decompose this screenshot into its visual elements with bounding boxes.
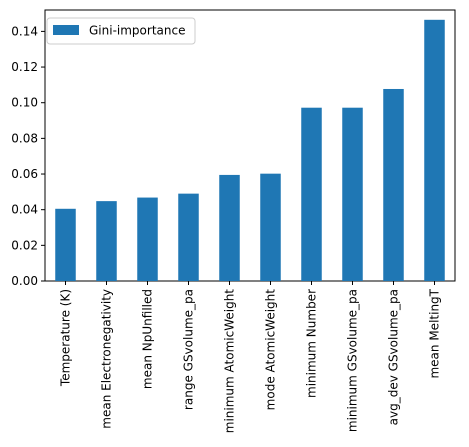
legend: Gini-importance [46, 17, 196, 45]
bar [178, 193, 199, 281]
y-tick-label: 0.06 [11, 167, 38, 181]
y-tick-label: 0.12 [11, 60, 38, 74]
x-tick-label: mean NpUnfilled [141, 289, 155, 389]
x-tick-label: minimum Number [305, 289, 319, 398]
bar [424, 19, 445, 282]
bar [137, 197, 158, 281]
y-tick-label: 0.00 [11, 274, 38, 288]
x-tick-label: mode AtomicWeight [264, 289, 278, 411]
bar [301, 107, 322, 281]
bar [260, 173, 281, 281]
legend-swatch [53, 25, 79, 35]
bar [96, 201, 117, 281]
bar [219, 174, 240, 281]
x-tick-label: mean Electronegativity [100, 289, 114, 429]
y-axis: 0.00 0.02 0.04 0.06 0.08 0.10 0.12 0.14 [11, 24, 45, 288]
y-tick-label: 0.10 [11, 96, 38, 110]
bars-group [55, 19, 445, 282]
bar [342, 107, 363, 281]
y-tick-label: 0.04 [11, 203, 38, 217]
y-tick-label: 0.14 [11, 24, 38, 38]
x-tick-label: mean MeltingT [428, 288, 442, 378]
x-axis: Temperature (K) mean Electronegativity mea… [59, 281, 442, 433]
legend-box [46, 17, 196, 45]
x-tick-label: minimum AtomicWeight [223, 289, 237, 434]
x-tick-label: minimum GSvolume_pa [346, 289, 360, 432]
y-tick-label: 0.02 [11, 238, 38, 252]
plot-area [44, 9, 456, 282]
bar [383, 88, 404, 281]
y-tick-label: 0.08 [11, 131, 38, 145]
legend-label: Gini-importance [89, 24, 185, 38]
bar [55, 208, 76, 281]
x-tick-label: avg_dev GSvolume_pa [387, 289, 401, 425]
x-tick-label: range GSvolume_pa [182, 289, 196, 410]
x-tick-label: Temperature (K) [59, 289, 73, 387]
plot-frame [44, 9, 456, 282]
